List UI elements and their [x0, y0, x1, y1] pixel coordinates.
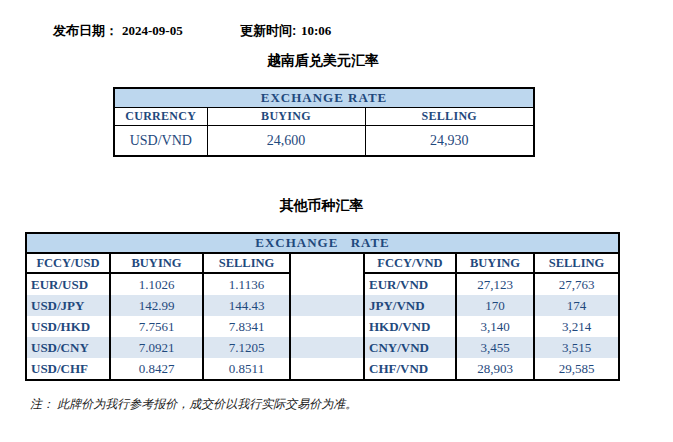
disclaimer-note: 注： 此牌价为我行参考报价，成交价以我行实际交易价为准。: [30, 396, 357, 413]
buying-cell: 0.8427: [110, 358, 203, 380]
selling-cell: 24,930: [365, 126, 534, 157]
fccy-vnd-header: FCCY/VND: [364, 253, 456, 273]
selling-header: SELLING: [203, 253, 290, 273]
selling-cell: 27,763: [534, 273, 619, 295]
pair-cell: USD/JPY: [26, 295, 110, 316]
spacer-cell: [290, 358, 364, 380]
pair-cell: EUR/VND: [364, 273, 456, 295]
selling-header: SELLING: [365, 108, 534, 126]
usd-vnd-rate-row: USD/VND 24,600 24,930: [114, 126, 534, 157]
pair-cell: USD/HKD: [26, 316, 110, 337]
pair-cell: EUR/USD: [26, 273, 110, 295]
rate-row: USD/JPY 142.99 144.43 JPY/VND 170 174: [26, 295, 619, 316]
rate-row: EUR/USD 1.1026 1.1136 EUR/VND 27,123 27,…: [26, 273, 619, 295]
exchange-rate-sheet: 发布日期： 2024-09-05 更新时间: 10:06 越南盾兑美元汇率 EX…: [0, 0, 673, 442]
exchange-rate-band: EXCHANGE RATE: [114, 88, 534, 108]
rate-row: USD/HKD 7.7561 7.8341 HKD/VND 3,140 3,21…: [26, 316, 619, 337]
pair-cell: JPY/VND: [364, 295, 456, 316]
buying-cell: 3,455: [456, 337, 534, 358]
spacer-cell: [290, 295, 364, 316]
selling-cell: 7.1205: [203, 337, 290, 358]
buying-cell: 7.0921: [110, 337, 203, 358]
selling-cell: 3,214: [534, 316, 619, 337]
publish-date-label: 发布日期：: [53, 22, 118, 40]
spacer-cell: [290, 273, 364, 295]
table-band-row: EXCHANGE RATE: [114, 88, 534, 108]
pair-cell: HKD/VND: [364, 316, 456, 337]
buying-cell: 3,140: [456, 316, 534, 337]
selling-cell: 3,515: [534, 337, 619, 358]
selling-cell: 7.8341: [203, 316, 290, 337]
table-header-row: CURRENCY BUYING SELLING: [114, 108, 534, 126]
selling-cell: 174: [534, 295, 619, 316]
usd-vnd-rate-table: EXCHANGE RATE CURRENCY BUYING SELLING US…: [113, 87, 535, 157]
exchange-rate-band: EXCHANGE RATE: [26, 233, 619, 253]
pair-cell: USD/CNY: [26, 337, 110, 358]
pair-cell: CHF/VND: [364, 358, 456, 380]
update-time-label: 更新时间:: [240, 22, 296, 40]
publish-date-value: 2024-09-05: [122, 22, 183, 40]
currency-cell: USD/VND: [114, 126, 207, 157]
update-time-value: 10:06: [301, 22, 331, 40]
other-currency-section-title: 其他币种汇率: [25, 197, 618, 215]
spacer-cell: [290, 316, 364, 337]
selling-cell: 144.43: [203, 295, 290, 316]
buying-header: BUYING: [456, 253, 534, 273]
spacer-cell: [290, 253, 364, 273]
buying-cell: 170: [456, 295, 534, 316]
spacer-cell: [290, 337, 364, 358]
rate-row: USD/CHF 0.8427 0.8511 CHF/VND 28,903 29,…: [26, 358, 619, 380]
table-band-row: EXCHANGE RATE: [26, 233, 619, 253]
selling-cell: 1.1136: [203, 273, 290, 295]
pair-cell: CNY/VND: [364, 337, 456, 358]
selling-cell: 0.8511: [203, 358, 290, 380]
fccy-usd-header: FCCY/USD: [26, 253, 110, 273]
selling-cell: 29,585: [534, 358, 619, 380]
buying-cell: 142.99: [110, 295, 203, 316]
currency-header: CURRENCY: [114, 108, 207, 126]
buying-cell: 1.1026: [110, 273, 203, 295]
rate-row: USD/CNY 7.0921 7.1205 CNY/VND 3,455 3,51…: [26, 337, 619, 358]
buying-cell: 28,903: [456, 358, 534, 380]
table-header-row: FCCY/USD BUYING SELLING FCCY/VND BUYING …: [26, 253, 619, 273]
other-currency-rate-table: EXCHANGE RATE FCCY/USD BUYING SELLING FC…: [25, 232, 620, 381]
buying-cell: 27,123: [456, 273, 534, 295]
pair-cell: USD/CHF: [26, 358, 110, 380]
buying-header: BUYING: [110, 253, 203, 273]
selling-header: SELLING: [534, 253, 619, 273]
buying-cell: 7.7561: [110, 316, 203, 337]
buying-header: BUYING: [207, 108, 365, 126]
publish-info-row: 发布日期： 2024-09-05 更新时间: 10:06: [0, 22, 673, 40]
buying-cell: 24,600: [207, 126, 365, 157]
usd-vnd-section-title: 越南盾兑美元汇率: [113, 52, 533, 70]
